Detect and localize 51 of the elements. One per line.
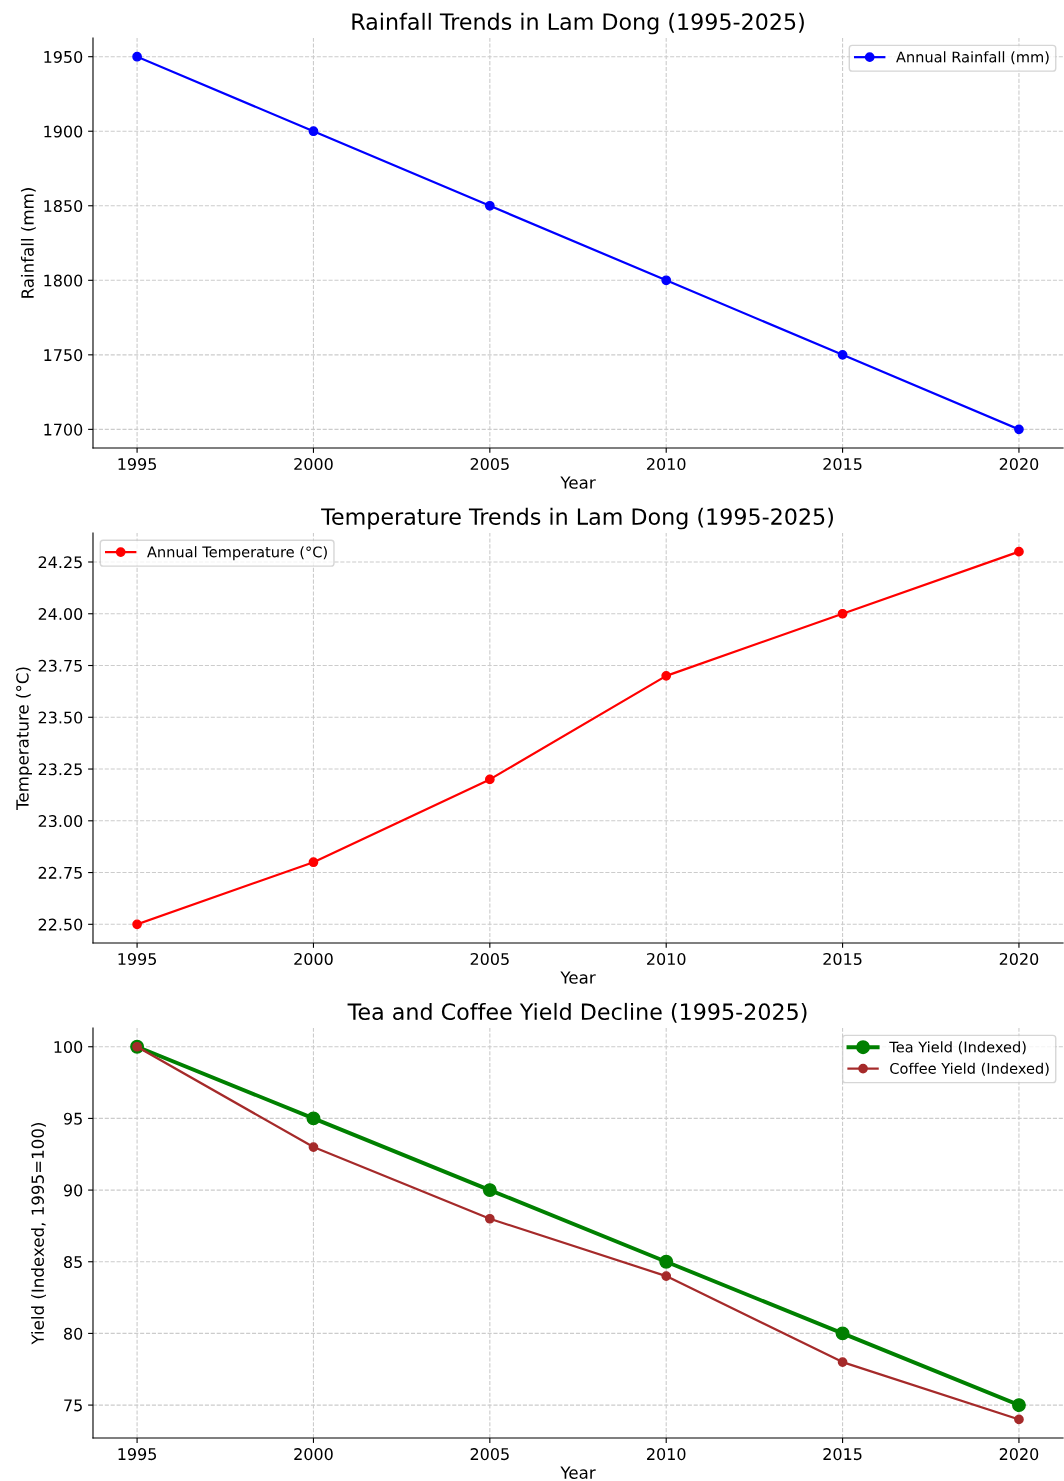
x-tick-label: 2010 (647, 1448, 686, 1461)
legend-label: Annual Rainfall (mm) (896, 51, 1049, 65)
x-tick-label: 2015 (823, 1448, 862, 1461)
x-tick-label: 1995 (118, 458, 157, 471)
y-tick-label: 90 (63, 1184, 83, 1197)
chart-title: Temperature Trends in Lam Dong (1995-2025) (321, 507, 833, 530)
y-tick-label: 1700 (44, 423, 83, 436)
chart-title: Rainfall Trends in Lam Dong (1995-2025) (352, 12, 804, 35)
x-tick-label: 1995 (118, 1448, 157, 1461)
x-tick-label: 2020 (999, 952, 1039, 966)
y-tick-label: 1950 (44, 50, 83, 63)
x-tick-label: 2005 (470, 952, 509, 966)
x-tick-label: 2015 (823, 458, 862, 471)
x-tick-label: 2005 (470, 458, 509, 471)
x-tick-label: 2010 (647, 458, 686, 471)
x-axis-title: Year (560, 971, 596, 984)
y-tick-label: 80 (64, 1327, 83, 1340)
x-tick-label: 2000 (294, 1448, 333, 1461)
y-tick-label: 22.50 (38, 918, 83, 931)
legend-label: Tea Yield (Indexed) (889, 1041, 1026, 1055)
legend-label: Coffee Yield (Indexed) (890, 1062, 1049, 1076)
y-tick-label: 23.75 (38, 659, 82, 672)
y-tick-label: 1900 (44, 125, 83, 138)
y-tick-label: 24.25 (38, 556, 82, 569)
y-tick-label: 1800 (44, 274, 83, 287)
x-tick-label: 2000 (294, 952, 333, 966)
y-tick-label: 1750 (44, 349, 83, 362)
y-tick-label: 100 (54, 1040, 83, 1054)
x-axis-title: Year (560, 1466, 596, 1479)
y-tick-label: 23.50 (38, 711, 83, 724)
y-tick-label: 75 (64, 1399, 82, 1412)
chart-title: Tea and Coffee Yield Decline (1995-2025) (347, 1002, 807, 1023)
y-tick-label: 1850 (44, 199, 83, 213)
y-axis-title: Yield (Indexed, 1995=100) (31, 1123, 46, 1345)
x-tick-label: 2005 (470, 1448, 509, 1461)
x-tick-label: 2020 (999, 458, 1039, 471)
y-tick-label: 23.00 (38, 815, 83, 828)
y-tick-label: 23.25 (38, 763, 82, 776)
x-tick-label: 2015 (823, 952, 862, 966)
x-axis-title: Year (560, 476, 596, 489)
x-tick-label: 2020 (999, 1448, 1039, 1461)
y-tick-label: 24.00 (38, 607, 83, 621)
x-tick-label: 2010 (647, 952, 686, 966)
y-tick-label: 22.75 (38, 866, 82, 879)
x-tick-label: 2000 (294, 458, 333, 471)
legend-label: Annual Temperature (°C) (147, 546, 327, 561)
y-axis-title: Temperature (°C) (15, 667, 32, 810)
y-tick-label: 95 (63, 1112, 82, 1125)
y-axis-title: Rainfall (mm) (20, 188, 36, 298)
y-tick-label: 85 (64, 1255, 82, 1269)
x-tick-label: 1995 (118, 952, 157, 966)
